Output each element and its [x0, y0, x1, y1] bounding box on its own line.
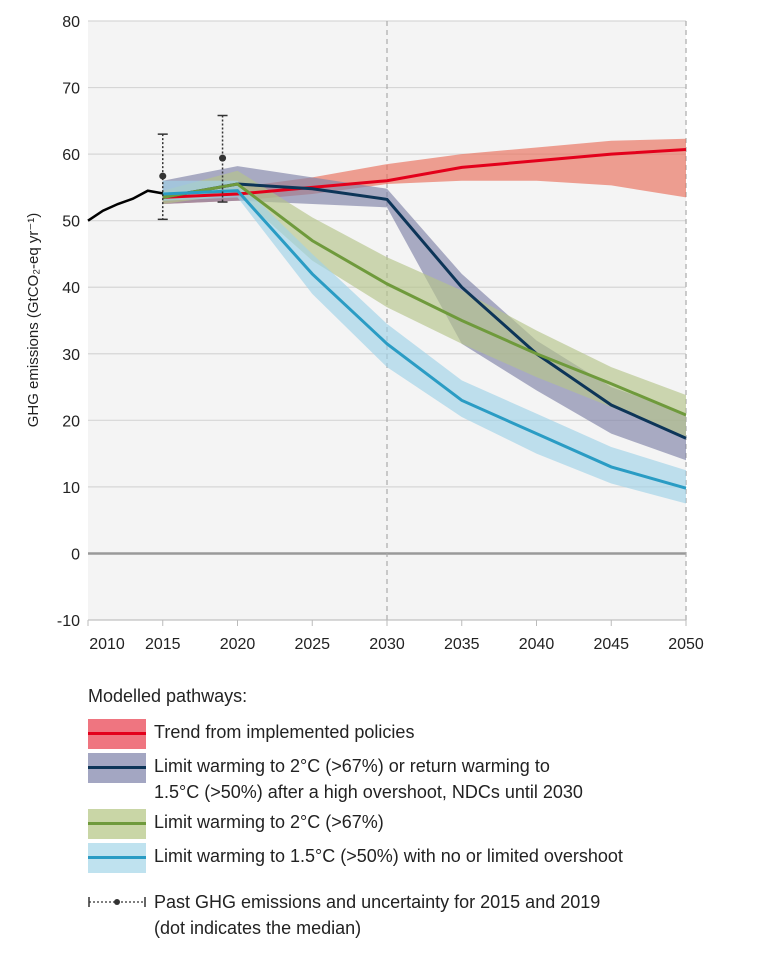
y-tick-label: 0: [71, 546, 80, 563]
median-line-series-3: [162, 189, 687, 490]
legend-label: Limit warming to 2°C (>67%) or return wa…: [154, 756, 550, 776]
x-tick-label: 2010: [89, 636, 125, 653]
x-tick-label: 2025: [294, 636, 330, 653]
y-tick-label: 30: [62, 347, 80, 364]
x-tick-label: 2030: [369, 636, 405, 653]
legend-item-policies: Trend from implemented policies: [88, 719, 623, 749]
legend-item-1-5c: Limit warming to 1.5°C (>50%) with no or…: [88, 843, 623, 873]
legend-label-line2: 1.5°C (>50%) after a high overshoot, NDC…: [154, 782, 583, 802]
uncertainty-median-dot: [159, 172, 167, 180]
x-tick-label: 2035: [444, 636, 480, 653]
legend: Modelled pathways: Trend from implemente…: [88, 686, 623, 945]
uncertainty-median-dot: [219, 154, 227, 162]
median-line-series-1: [162, 182, 687, 440]
y-tick-label: 60: [62, 147, 80, 164]
legend-item-past: Past GHG emissions and uncertainty for 2…: [88, 889, 623, 941]
legend-label-line2: (dot indicates the median): [154, 918, 362, 938]
y-tick-label: -10: [57, 613, 80, 630]
x-tick-label: 2040: [519, 636, 555, 653]
legend-title: Modelled pathways:: [88, 686, 248, 706]
legend-item-2c-overshoot: Limit warming to 2°C (>67%) or return wa…: [88, 753, 623, 805]
y-tick-label: 80: [62, 14, 80, 31]
band-series-1: [162, 166, 686, 461]
x-tick-label: 2015: [145, 636, 181, 653]
legend-swatch: [88, 753, 146, 783]
y-tick-label: 40: [62, 280, 80, 297]
x-tick-label: 2045: [593, 636, 629, 653]
legend-item-2c: Limit warming to 2°C (>67%): [88, 809, 623, 839]
errorbar-icon: [88, 897, 146, 907]
legend-swatch: [88, 843, 146, 873]
legend-label: Trend from implemented policies: [154, 722, 415, 742]
x-tick-label: 2020: [220, 636, 256, 653]
historical-line: [87, 189, 163, 222]
y-tick-label: 70: [62, 81, 80, 98]
y-tick-label: 50: [62, 214, 80, 231]
y-tick-label: 10: [62, 480, 80, 497]
legend-label: Limit warming to 2°C (>67%): [154, 812, 384, 832]
y-axis-label: GHG emissions (GtCO₂-eq yr⁻¹): [25, 213, 42, 428]
legend-label: Limit warming to 1.5°C (>50%) with no or…: [154, 846, 623, 866]
legend-swatch: [88, 719, 146, 749]
legend-swatch: [88, 809, 146, 839]
x-tick-label: 2050: [668, 636, 704, 653]
legend-label: Past GHG emissions and uncertainty for 2…: [154, 892, 601, 912]
band-series-3: [162, 180, 686, 504]
y-tick-label: 20: [62, 413, 80, 430]
median-line-series-2: [162, 182, 687, 417]
